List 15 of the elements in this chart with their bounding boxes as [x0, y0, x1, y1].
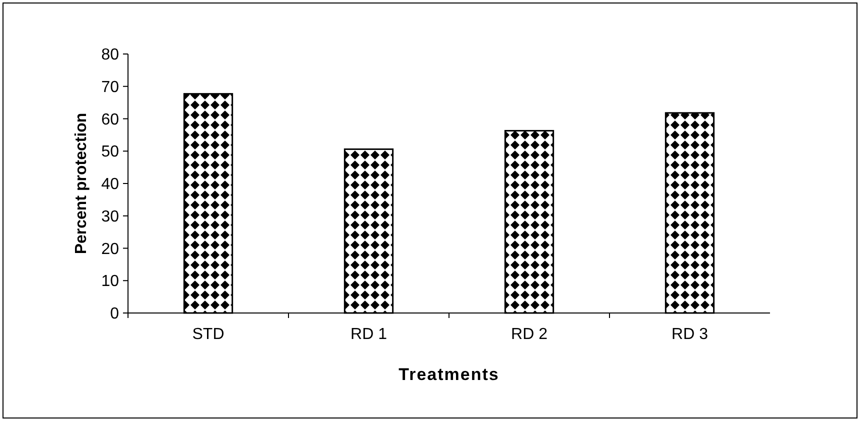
y-tick-label: 0 — [110, 306, 120, 323]
x-tick-label: RD 3 — [672, 326, 708, 343]
y-tick-label: 70 — [101, 78, 120, 96]
y-tick-label: 50 — [101, 144, 120, 161]
y-tick-label: 30 — [101, 208, 120, 226]
y-tick-label: 60 — [101, 111, 120, 128]
x-axis-title: Treatments — [398, 365, 500, 384]
y-tick-label: 80 — [101, 46, 120, 64]
y-tick-label: 20 — [101, 240, 120, 258]
y-tick-label: 40 — [101, 176, 120, 194]
y-tick-label: 10 — [101, 273, 120, 290]
x-tick-label: RD 2 — [511, 326, 548, 343]
y-axis-title: Percent protection — [73, 112, 90, 254]
x-tick-label: RD 1 — [350, 326, 388, 343]
x-tick-label: STD — [192, 326, 224, 343]
